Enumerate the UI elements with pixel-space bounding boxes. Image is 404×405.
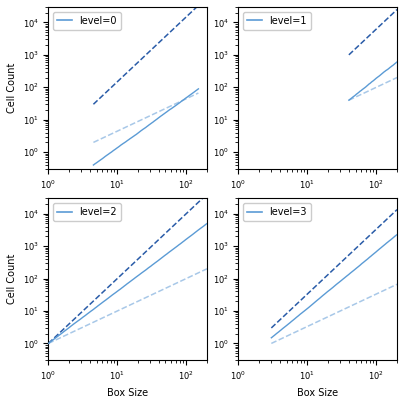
X-axis label: Box Size: Box Size bbox=[297, 388, 338, 398]
Y-axis label: Cell Count: Cell Count bbox=[7, 63, 17, 113]
Legend: level=2: level=2 bbox=[53, 203, 121, 221]
Legend: level=1: level=1 bbox=[243, 12, 311, 30]
X-axis label: Box Size: Box Size bbox=[107, 388, 148, 398]
Y-axis label: Cell Count: Cell Count bbox=[7, 254, 17, 305]
Legend: level=3: level=3 bbox=[243, 203, 311, 221]
Legend: level=0: level=0 bbox=[53, 12, 121, 30]
